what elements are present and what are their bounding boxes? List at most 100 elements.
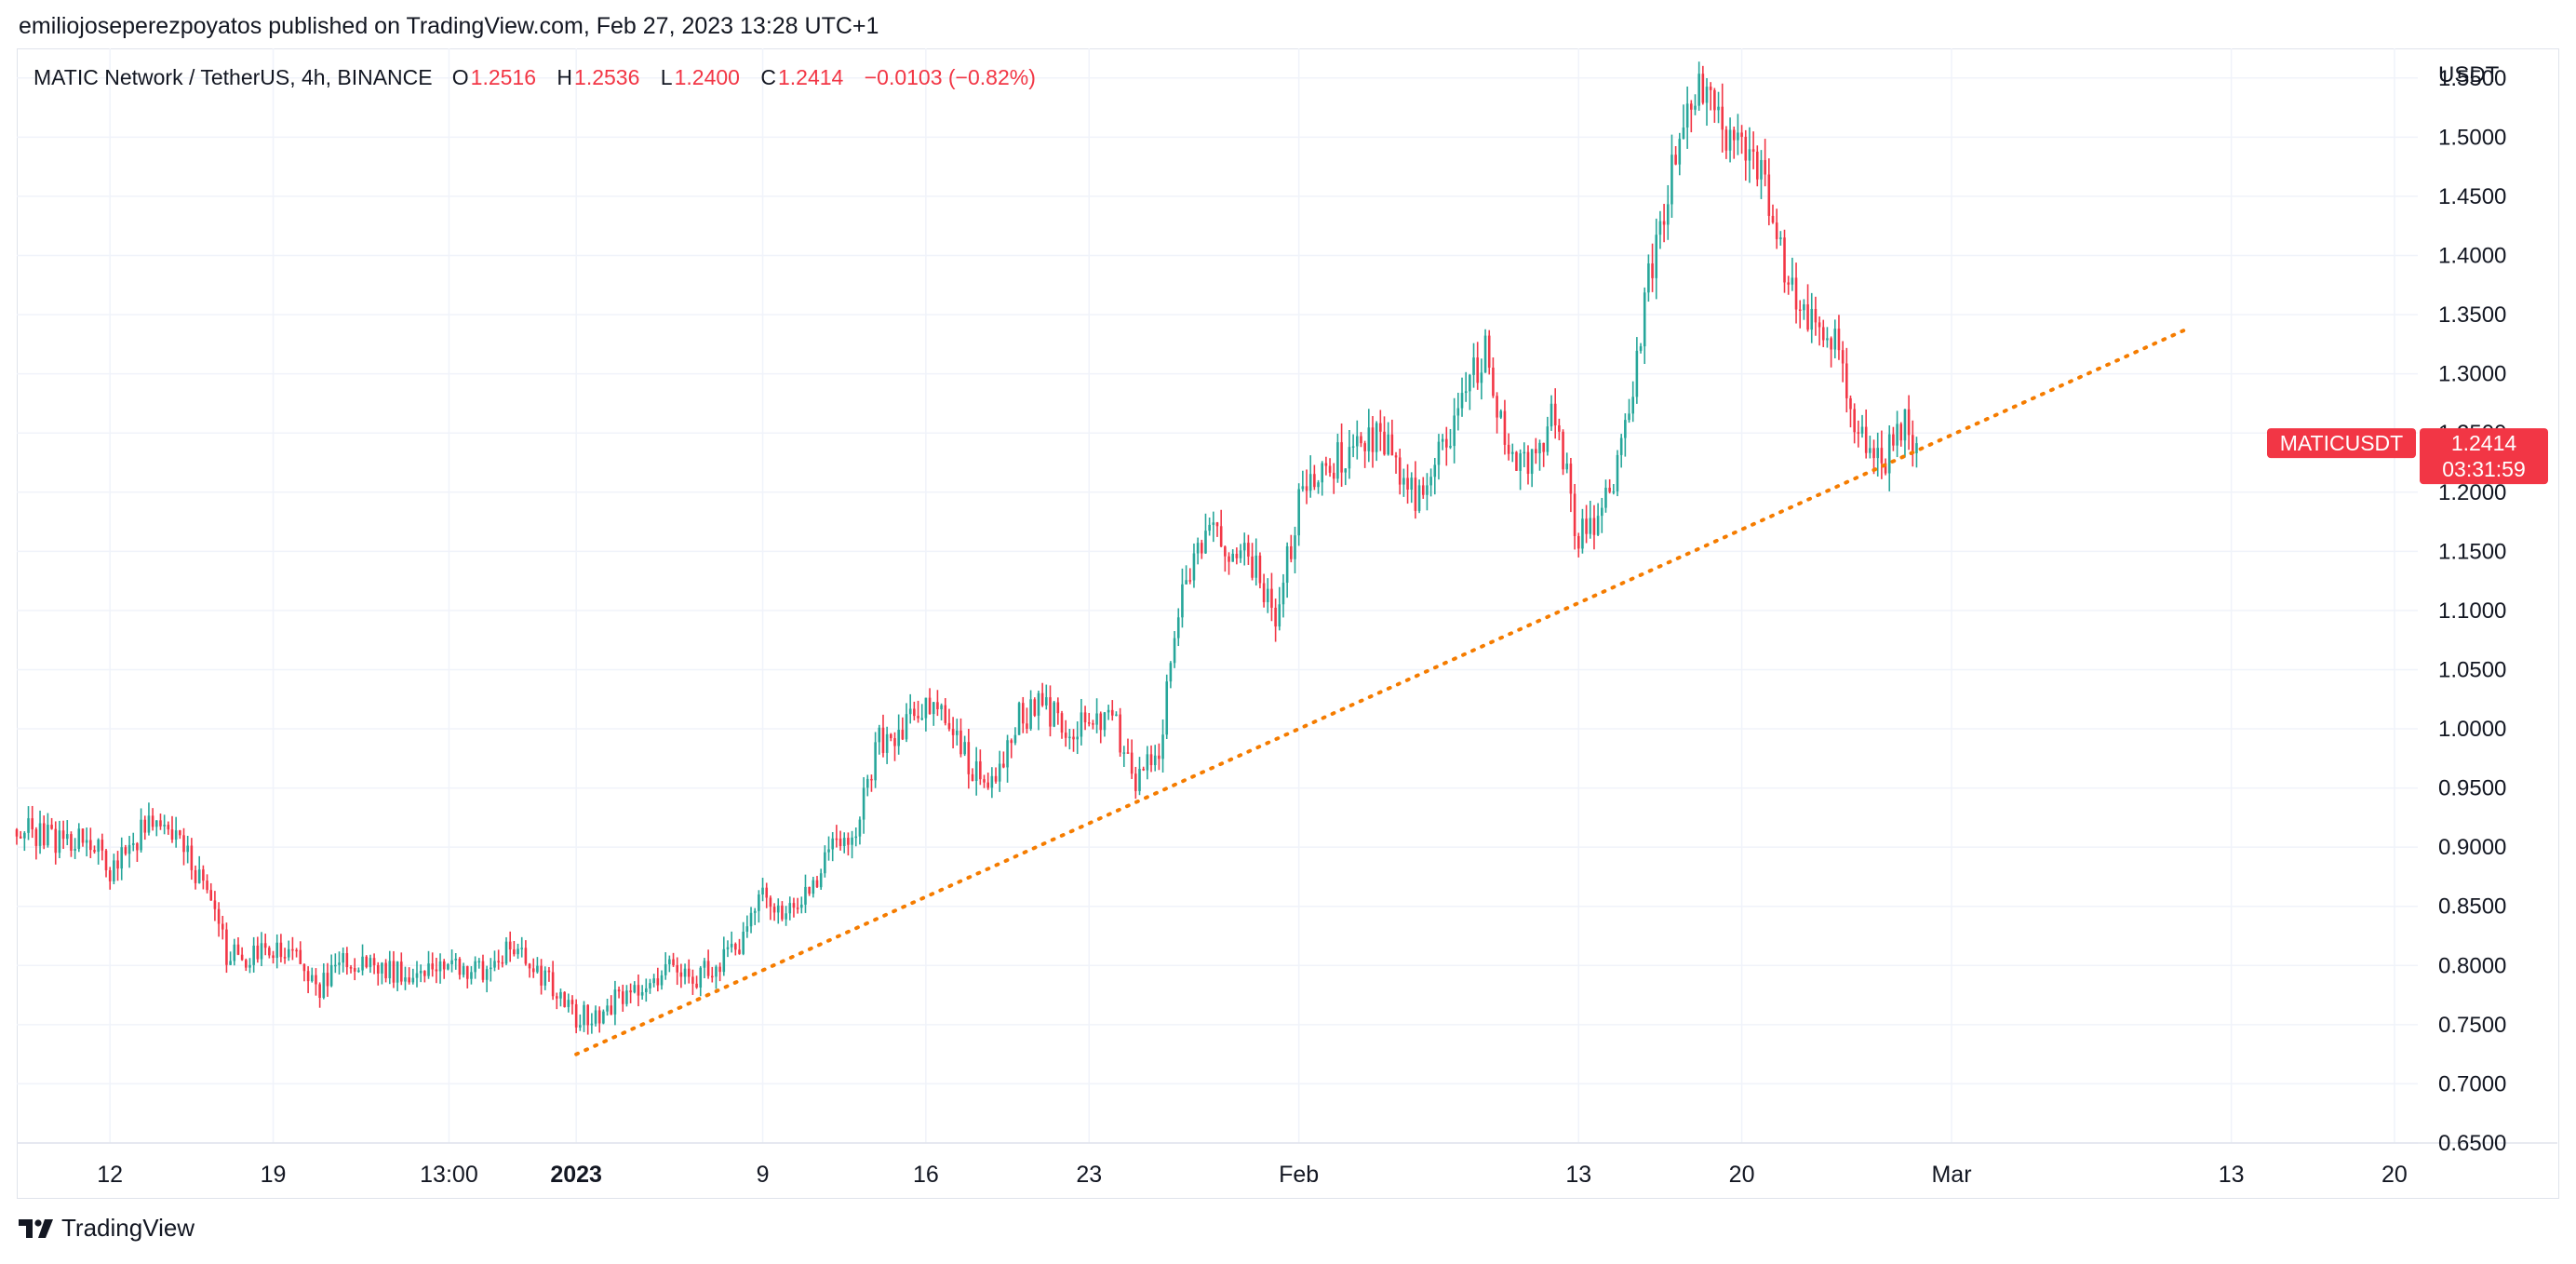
x-tick-label: 9 [757, 1162, 770, 1188]
candle-body [182, 835, 185, 853]
candle-body [1705, 87, 1709, 103]
candle-body [42, 823, 46, 846]
candle-body [1787, 282, 1790, 285]
candle-body [179, 830, 181, 836]
candle-body [1887, 434, 1891, 474]
candle-body [508, 941, 512, 950]
candle-body [947, 722, 951, 730]
candle-body [908, 708, 912, 715]
candle-body [1324, 463, 1328, 466]
candle-body [1503, 410, 1507, 445]
candle-body [1161, 734, 1164, 760]
candle-body [1794, 277, 1798, 310]
candle-body [1387, 434, 1389, 455]
candle-body [1371, 427, 1375, 452]
candle-body [1472, 357, 1475, 375]
candle-body [1728, 129, 1732, 151]
candle-body [1903, 409, 1907, 441]
candle-body [1911, 435, 1914, 453]
candle-body [1228, 556, 1230, 562]
candle-body [1290, 545, 1293, 559]
candle-body [136, 843, 139, 851]
candle-body [974, 760, 978, 781]
candle-body [1732, 129, 1736, 141]
candle-body [392, 961, 396, 983]
candle-body [1798, 309, 1802, 311]
candle-body [1142, 769, 1145, 771]
close-label: C [760, 65, 776, 89]
candle-body [652, 978, 655, 984]
y-tick-label: 1.3500 [2438, 303, 2506, 328]
candle-body [1830, 338, 1832, 350]
candle-body [58, 830, 61, 854]
candle-body [881, 727, 885, 753]
candle-body [1445, 438, 1448, 448]
candle-body [97, 840, 100, 853]
x-tick-label: 2023 [550, 1162, 602, 1188]
candle-body [23, 832, 26, 839]
candle-body [1690, 103, 1693, 110]
candle-body [458, 959, 462, 975]
candle-body [610, 1005, 613, 1015]
candle-body [1589, 518, 1592, 534]
candle-body [462, 966, 465, 975]
candle-body [1717, 106, 1720, 111]
symbol-description[interactable]: MATIC Network / TetherUS, 4h, BINANCE [34, 65, 433, 89]
candle-body [163, 825, 166, 827]
candle-body [1410, 477, 1414, 491]
candle-body [551, 972, 555, 997]
candle-body [477, 961, 481, 963]
candle-body [590, 1023, 594, 1026]
candle-body [1624, 420, 1627, 438]
candle-body [1803, 303, 1805, 311]
candle-body [1254, 555, 1258, 578]
candle-body [617, 989, 621, 992]
tradingview-brand[interactable]: TradingView [19, 1214, 195, 1243]
candle-body [936, 702, 939, 709]
candle-body [1612, 491, 1616, 493]
candle-body [917, 716, 919, 719]
candle-body [295, 949, 298, 952]
candle-body [1748, 149, 1751, 161]
candle-body [1398, 457, 1402, 485]
candle-body [1601, 507, 1603, 517]
candle-body [792, 903, 796, 908]
candle-body [1049, 697, 1052, 727]
candle-body [101, 840, 104, 851]
candle-body [1176, 617, 1180, 639]
candle-body [127, 844, 131, 854]
candle-body [143, 819, 147, 833]
y-tick-label: 0.7500 [2438, 1013, 2506, 1038]
candle-body [951, 729, 955, 735]
candle-body [427, 963, 430, 976]
candle-body [1053, 702, 1055, 727]
candle-body [676, 964, 679, 973]
candle-body [1006, 740, 1009, 768]
candle-body [668, 959, 671, 964]
candle-body [513, 949, 516, 955]
candle-body [1313, 474, 1316, 488]
candle-body [275, 942, 279, 959]
candle-body [108, 869, 112, 881]
candle-body [1165, 681, 1169, 735]
open-value: 1.2516 [470, 65, 537, 89]
candle-body [1285, 545, 1289, 584]
candle-body [1355, 436, 1359, 447]
candle-body [54, 828, 58, 854]
candle-body [260, 943, 263, 960]
candle-body [1262, 583, 1266, 602]
candle-body [1095, 713, 1098, 725]
candle-body [1188, 580, 1192, 582]
candle-body [765, 887, 769, 898]
candle-body [1363, 443, 1366, 451]
candle-body [745, 926, 749, 932]
high-label: H [557, 65, 573, 89]
candle-body [415, 973, 419, 978]
candle-body [1056, 702, 1060, 714]
candle-body [493, 961, 496, 968]
candle-body [1185, 580, 1187, 585]
candle-body [423, 971, 426, 976]
candle-body [315, 975, 317, 985]
candle-body [396, 961, 399, 983]
